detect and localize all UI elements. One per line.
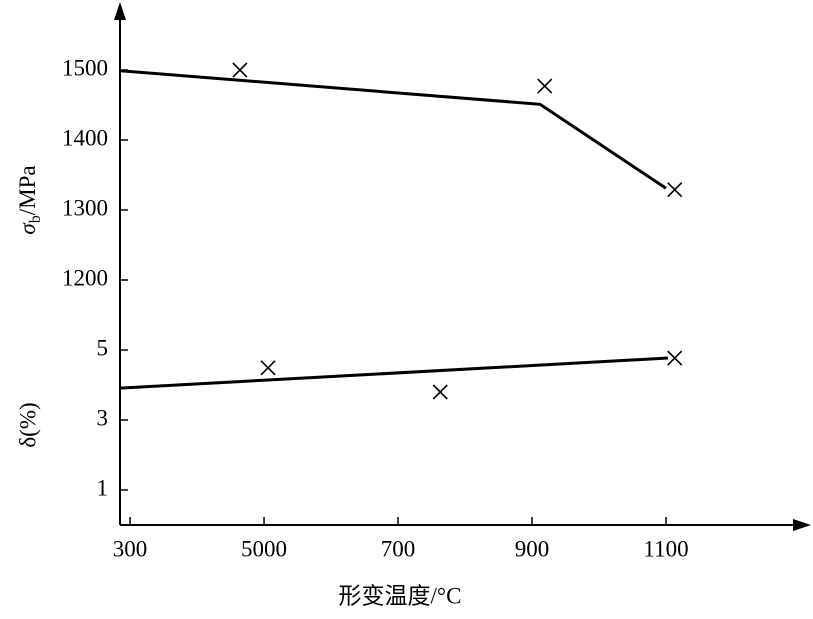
x-axis-label: 形变温度/°C (339, 583, 462, 608)
y-label-unit: /MPa (15, 165, 40, 215)
x-axis-arrow (793, 519, 811, 531)
x-tick-label: 1100 (643, 536, 688, 561)
data-point (432, 384, 448, 400)
x-tick-label: 700 (381, 536, 416, 561)
y-axis-label: δ(%) (15, 402, 40, 447)
x-tick-label: 300 (113, 536, 148, 561)
y-axis-label: σb/MPa (15, 165, 43, 234)
data-point (232, 62, 248, 78)
trend-line (119, 356, 669, 390)
trend-line (119, 69, 667, 190)
y-tick-label: 1500 (62, 55, 108, 80)
y-tick-label: 3 (97, 405, 109, 430)
x-tick-label: 5000 (241, 536, 287, 561)
data-point (537, 78, 553, 94)
y-axis-arrow (114, 2, 126, 20)
y-label-subscript: b (27, 215, 44, 223)
y-tick-label: 1300 (62, 195, 108, 220)
data-point (667, 350, 683, 366)
y-label-symbol: σ (15, 222, 40, 235)
y-tick-label: 1200 (62, 265, 108, 290)
data-point (667, 182, 683, 198)
y-tick-label: 1 (97, 475, 109, 500)
y-tick-label: 5 (97, 335, 109, 360)
x-tick-label: 900 (515, 536, 550, 561)
data-point (260, 360, 276, 376)
y-tick-label: 1400 (62, 125, 108, 150)
